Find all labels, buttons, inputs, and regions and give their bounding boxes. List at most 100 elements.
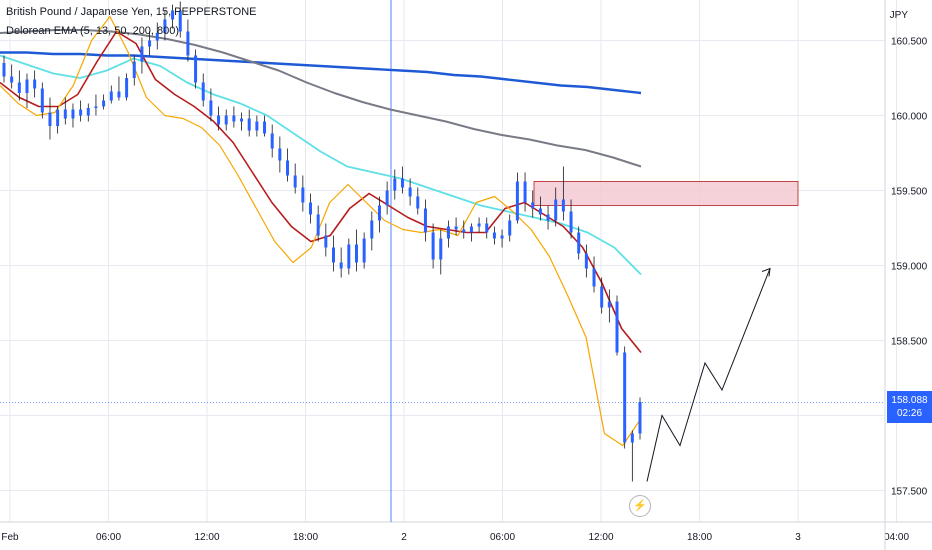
candle-body bbox=[538, 208, 542, 215]
candle-body bbox=[339, 262, 343, 269]
candle-body bbox=[331, 247, 335, 263]
price-tick-label: 158.500 bbox=[891, 337, 928, 348]
indicator-legend[interactable]: Delorean EMA (5, 13, 50, 200, 800) bbox=[6, 25, 180, 37]
candle-body bbox=[638, 402, 642, 434]
candle-body bbox=[270, 133, 274, 149]
candle-body bbox=[477, 223, 481, 227]
time-tick-label: 2 bbox=[401, 532, 407, 543]
candle-body bbox=[40, 88, 44, 113]
last-price-value: 158.088 bbox=[891, 395, 928, 406]
last-price-tag: 158.088 02:26 bbox=[887, 391, 932, 423]
candle-body bbox=[56, 109, 60, 126]
time-tick-label: 04:00 bbox=[884, 532, 909, 543]
candle-body bbox=[86, 108, 90, 116]
candle-body bbox=[316, 214, 320, 236]
candle-body bbox=[171, 10, 175, 20]
series-ema-50 bbox=[0, 54, 642, 276]
series-ema-5 bbox=[0, 15, 642, 447]
series-ema-200 bbox=[0, 29, 642, 168]
time-tick-label: 06:00 bbox=[490, 532, 515, 543]
candle-body bbox=[17, 82, 21, 93]
candle-body bbox=[592, 268, 596, 287]
candle-body bbox=[255, 121, 259, 131]
candle-body bbox=[385, 190, 389, 206]
candle-body bbox=[217, 115, 221, 125]
candle-body bbox=[209, 100, 213, 116]
symbol-legend[interactable]: British Pound / Japanese Yen, 15, PEPPER… bbox=[6, 6, 257, 18]
price-tick-label: 160.500 bbox=[891, 37, 928, 48]
candle-body bbox=[600, 286, 604, 308]
candle-body bbox=[523, 181, 527, 203]
candle-body bbox=[48, 112, 52, 126]
candle-body bbox=[554, 199, 558, 221]
candle-body bbox=[577, 232, 581, 254]
candle-body bbox=[10, 76, 14, 83]
candle-body bbox=[278, 148, 282, 161]
candle-body bbox=[125, 78, 129, 98]
candle-body bbox=[155, 33, 159, 41]
candle-body bbox=[178, 10, 182, 32]
candle-body bbox=[492, 232, 496, 239]
bar-countdown: 02:26 bbox=[896, 408, 923, 419]
projection-arrowhead bbox=[761, 267, 771, 277]
candle-body bbox=[439, 238, 443, 260]
candle-body bbox=[247, 118, 251, 131]
candle-body bbox=[462, 229, 466, 233]
candle-body bbox=[446, 226, 450, 239]
candle-body bbox=[531, 202, 535, 209]
candle-body bbox=[25, 79, 29, 93]
candle-body bbox=[263, 121, 267, 134]
candle-body bbox=[362, 238, 366, 263]
time-tick-label: 06:00 bbox=[96, 532, 121, 543]
price-tick-label: 159.000 bbox=[891, 262, 928, 273]
candle-body bbox=[431, 232, 435, 260]
time-tick-label: Feb bbox=[1, 532, 19, 543]
candle-body bbox=[140, 46, 144, 62]
currency-label: JPY bbox=[889, 10, 908, 21]
candle-body bbox=[102, 100, 106, 107]
time-tick-label: 18:00 bbox=[293, 532, 318, 543]
candle-body bbox=[286, 160, 290, 176]
projection-path bbox=[646, 268, 771, 482]
candle-body bbox=[561, 199, 565, 212]
series-ema-800 bbox=[0, 51, 642, 95]
candle-body bbox=[224, 115, 228, 125]
candle-body bbox=[607, 301, 611, 308]
candle-body bbox=[232, 115, 236, 122]
candle-body bbox=[79, 109, 83, 116]
price-tick-label: 160.000 bbox=[891, 112, 928, 123]
candle-body bbox=[117, 91, 121, 98]
candle-body bbox=[377, 205, 381, 221]
candle-body bbox=[148, 40, 152, 47]
candle-body bbox=[201, 82, 205, 101]
candle-body bbox=[354, 244, 358, 263]
candle-body bbox=[485, 223, 489, 233]
candle-body bbox=[546, 214, 550, 221]
candle-body bbox=[416, 196, 420, 209]
candle-body bbox=[370, 220, 374, 239]
time-tick-label: 18:00 bbox=[687, 532, 712, 543]
candle-body bbox=[347, 244, 351, 269]
time-tick-label: 12:00 bbox=[194, 532, 219, 543]
time-tick-label: 12:00 bbox=[588, 532, 613, 543]
candle-body bbox=[515, 181, 519, 221]
candle-body bbox=[293, 175, 297, 188]
candle-body bbox=[454, 226, 458, 230]
price-tick-label: 159.500 bbox=[891, 187, 928, 198]
candle-body bbox=[194, 55, 198, 83]
bolt-icon[interactable]: ⚡ bbox=[629, 495, 651, 517]
candle-body bbox=[163, 19, 167, 33]
candle-body bbox=[569, 211, 573, 233]
candle-body bbox=[309, 202, 313, 215]
candle-body bbox=[423, 208, 427, 233]
candle-body bbox=[94, 106, 98, 108]
candle-body bbox=[469, 226, 473, 233]
candle-body bbox=[500, 235, 504, 239]
time-tick-label: 3 bbox=[795, 532, 801, 543]
candle-body bbox=[71, 109, 75, 119]
price-tick-label: 157.500 bbox=[891, 487, 928, 498]
candle-body bbox=[623, 352, 627, 443]
